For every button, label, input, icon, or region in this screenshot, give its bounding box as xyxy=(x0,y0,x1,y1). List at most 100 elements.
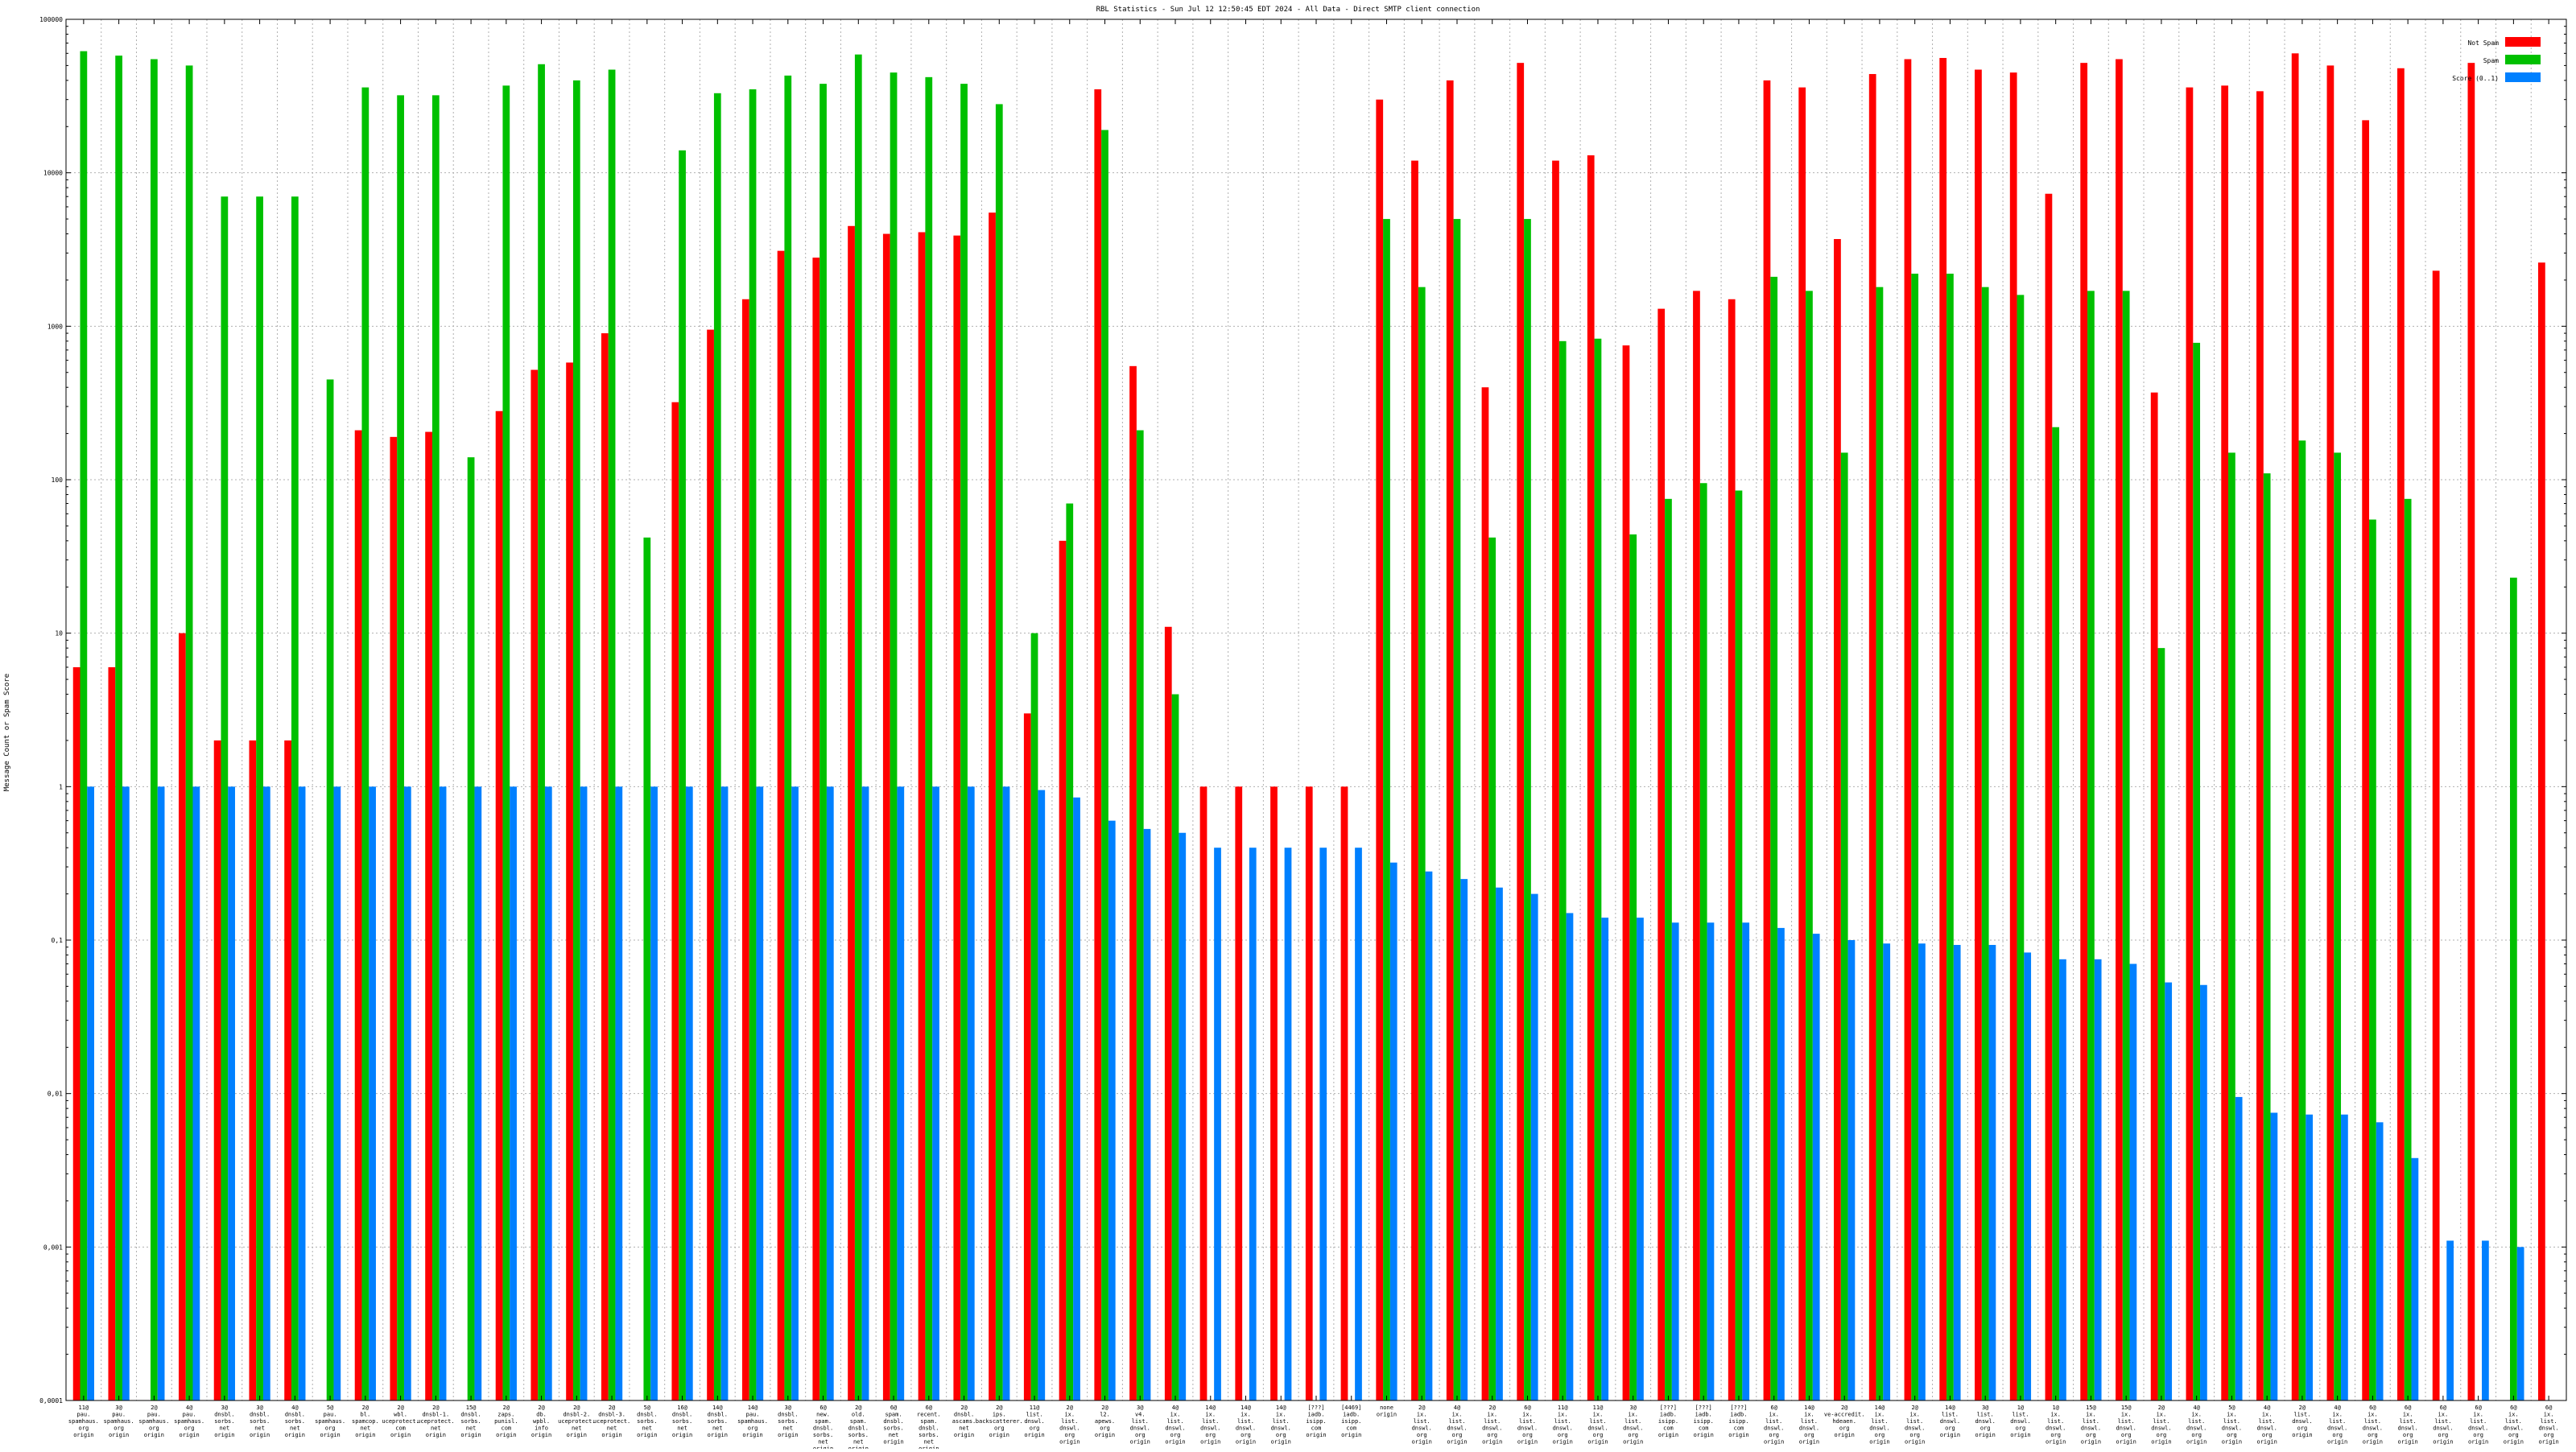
x-tick-label: origin xyxy=(2116,1439,2136,1446)
x-tick-label: org xyxy=(184,1425,195,1432)
bar-score-0-1 xyxy=(1355,848,1362,1400)
x-tick-label: org xyxy=(2157,1432,2167,1438)
bar-score-0-1 xyxy=(720,786,729,1400)
bar-not-spam xyxy=(72,666,80,1400)
bar-spam xyxy=(1946,274,1954,1401)
x-tick-label: origin xyxy=(390,1432,411,1438)
bar-score-0-1 xyxy=(1671,922,1679,1400)
bar-score-0-1 xyxy=(298,786,306,1400)
y-axis-label: Message Count or Spam Score xyxy=(3,674,11,791)
bar-score-0-1 xyxy=(1812,934,1820,1400)
x-tick-label: pau. xyxy=(183,1412,196,1418)
bar-not-spam xyxy=(2080,63,2088,1401)
bar-not-spam xyxy=(812,258,820,1400)
x-tick-label: 6@ xyxy=(2475,1405,2482,1411)
y-tick-label: 1 xyxy=(59,783,63,790)
x-tick-label: sorbs. xyxy=(285,1418,305,1425)
x-tick-label: dnswl. xyxy=(1869,1425,1889,1432)
x-tick-label: net xyxy=(254,1425,265,1432)
bar-not-spam xyxy=(1446,80,1454,1400)
x-tick-label: dnsbl. xyxy=(214,1412,234,1418)
x-tick-label: org xyxy=(1170,1432,1181,1438)
x-tick-label: uceprotect. xyxy=(382,1418,419,1425)
x-tick-label: net xyxy=(290,1425,300,1432)
x-tick-label: list. xyxy=(2047,1418,2064,1425)
x-tick-label: list. xyxy=(1132,1418,1149,1425)
x-tick-label: list. xyxy=(2259,1418,2276,1425)
x-tick-label: origin xyxy=(531,1432,551,1438)
x-tick-label: origin xyxy=(1236,1439,1256,1446)
bar-spam xyxy=(1136,430,1144,1401)
bar-score-0-1 xyxy=(1637,918,1644,1400)
x-tick-label: com xyxy=(1699,1425,1709,1432)
bar-not-spam xyxy=(530,369,539,1400)
bar-spam xyxy=(221,196,229,1401)
bar-score-0-1 xyxy=(1108,820,1116,1400)
x-tick-label: old. xyxy=(852,1412,865,1418)
x-tick-label: dnswl. xyxy=(2327,1425,2347,1432)
x-tick-label: iadb. xyxy=(1343,1412,1360,1418)
x-tick-label: origin xyxy=(989,1432,1009,1438)
grid-layer xyxy=(66,19,2566,1400)
x-tick-label: 2@ xyxy=(503,1405,510,1411)
bar-score-0-1 xyxy=(1777,927,1785,1400)
x-tick-label: ix. xyxy=(1241,1412,1251,1418)
bar-not-spam xyxy=(1904,59,1912,1401)
bar-spam xyxy=(643,537,651,1401)
x-tick-label: net xyxy=(607,1425,617,1432)
bar-score-0-1 xyxy=(2482,1240,2489,1400)
x-tick-label: 3@ xyxy=(1137,1405,1144,1411)
x-tick-label: origin xyxy=(1412,1439,1432,1446)
bar-spam xyxy=(819,84,827,1401)
x-tick-label: sorbs. xyxy=(672,1418,692,1425)
x-tick-label: net xyxy=(466,1425,477,1432)
x-tick-label: dnswl. xyxy=(2363,1425,2383,1432)
x-tick-label: new. xyxy=(816,1412,830,1418)
x-tick-label: list. xyxy=(1977,1412,1994,1418)
x-tick-label: spam. xyxy=(920,1418,937,1425)
x-tick-label: 2@ xyxy=(432,1405,440,1411)
bar-score-0-1 xyxy=(2270,1112,2278,1400)
bar-not-spam xyxy=(953,235,961,1401)
x-tick-label: ix. xyxy=(1276,1412,1286,1418)
bar-score-0-1 xyxy=(615,786,623,1400)
bar-score-0-1 xyxy=(1953,945,1961,1400)
x-tick-label: pau. xyxy=(324,1412,337,1418)
bar-score-0-1 xyxy=(1038,790,1046,1400)
bar-not-spam xyxy=(707,329,714,1400)
x-tick-label: origin xyxy=(954,1432,974,1438)
x-tick-label: dnsbl. xyxy=(672,1412,692,1418)
x-tick-label: spamhaus. xyxy=(104,1418,134,1425)
x-tick-label: origin xyxy=(2222,1439,2242,1446)
bar-score-0-1 xyxy=(932,786,939,1400)
x-tick-label: hdeaen. xyxy=(1832,1418,1856,1425)
x-tick-label: 2@ xyxy=(1489,1405,1496,1411)
bar-spam xyxy=(361,87,369,1401)
x-tick-label: list. xyxy=(2541,1418,2557,1425)
bar-score-0-1 xyxy=(685,786,693,1400)
bar-spam xyxy=(1030,633,1038,1400)
x-tick-label: ix. xyxy=(1875,1412,1885,1418)
x-tick-label: ix. xyxy=(1804,1412,1814,1418)
x-tick-label: dnswl. xyxy=(2433,1425,2453,1432)
x-tick-label: 6@ xyxy=(926,1405,933,1411)
x-tick-label: sorbs. xyxy=(813,1432,833,1438)
x-tick-label: origin xyxy=(2327,1439,2347,1446)
x-tick-label: apews. xyxy=(1095,1418,1115,1425)
x-tick-label: 2@ xyxy=(538,1405,545,1411)
bar-spam xyxy=(2017,295,2025,1401)
x-tick-label: org xyxy=(325,1425,336,1432)
x-tick-label: ix. xyxy=(1487,1412,1497,1418)
x-tick-label: org xyxy=(2016,1425,2026,1432)
bar-spam xyxy=(115,56,122,1400)
bar-score-0-1 xyxy=(1601,918,1609,1400)
x-tick-label: list. xyxy=(2188,1418,2205,1425)
x-tick-label: 4@ xyxy=(2264,1405,2271,1411)
x-tick-label: list. xyxy=(2470,1418,2487,1425)
x-tick-label: origin xyxy=(1341,1432,1361,1438)
x-tick-label: net xyxy=(220,1425,230,1432)
x-tick-label: org xyxy=(114,1425,124,1432)
bar-spam xyxy=(1699,483,1707,1401)
x-tick-label: dnswl. xyxy=(1271,1425,1291,1432)
